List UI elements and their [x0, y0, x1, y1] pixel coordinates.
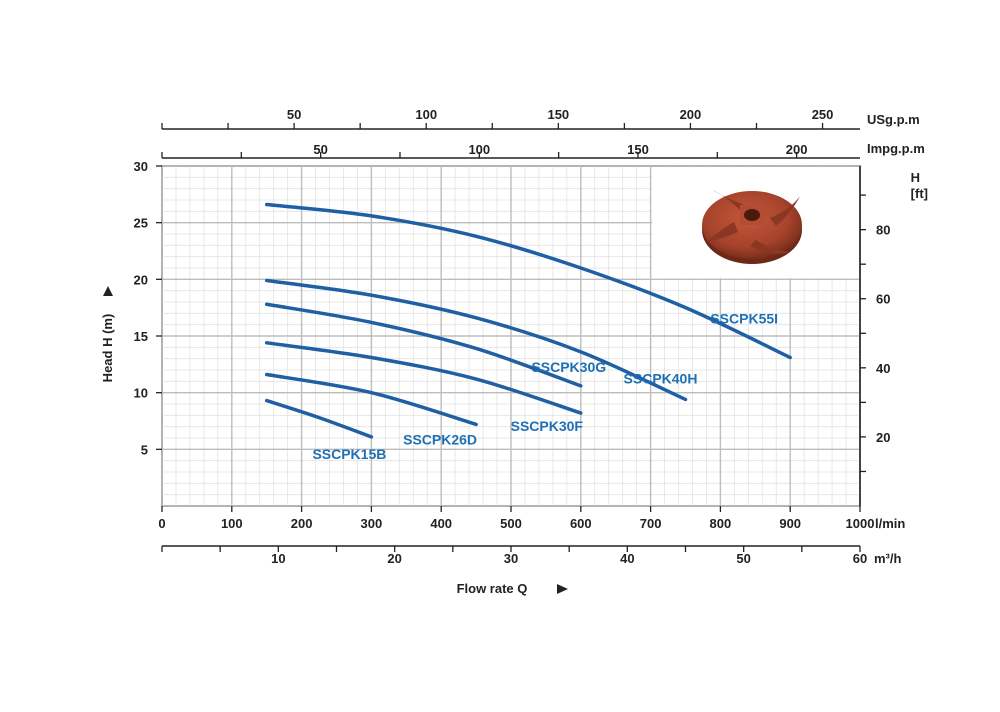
x-tick-label: 800 — [710, 516, 732, 531]
impg-tick-label: 150 — [627, 142, 649, 157]
m3h-tick-label: 20 — [387, 551, 401, 566]
x-tick-label: 900 — [779, 516, 801, 531]
m3h-tick-label: 50 — [736, 551, 750, 566]
x-tick-label: 600 — [570, 516, 592, 531]
ft-tick-label: 20 — [876, 430, 890, 445]
x-axis-title: Flow rate Q — [457, 581, 528, 596]
usg-tick-label: 100 — [415, 107, 437, 122]
m3h-tick-label: 10 — [271, 551, 285, 566]
m3h-tick-label: 60 — [853, 551, 867, 566]
y-tick-label: 20 — [134, 272, 148, 287]
impg-tick-label: 50 — [313, 142, 327, 157]
x-tick-label: 500 — [500, 516, 522, 531]
axes: 5 10 15 20 25 30 20 40 60 80 H[ft] 0 100 200 300 400 500… — [134, 107, 928, 566]
m3h-tick-label: 30 — [504, 551, 518, 566]
series-line-sscpk15b — [264, 398, 374, 439]
ft-unit-label: [ft] — [911, 186, 928, 201]
series-line-sscpk30f — [264, 341, 583, 415]
impg-unit-label: Impg.p.m — [867, 141, 925, 156]
series-line-sscpk26d — [264, 372, 478, 427]
y-tick-label: 25 — [134, 216, 148, 231]
y-axis-arrow-icon — [103, 286, 113, 296]
impg-tick-label: 200 — [786, 142, 808, 157]
x-unit-label: l/min — [875, 516, 905, 531]
series-line-sscpk30g — [264, 302, 583, 388]
x-tick-label: 200 — [291, 516, 313, 531]
x-tick-label: 100 — [221, 516, 243, 531]
ft-tick-label: 60 — [876, 292, 890, 307]
y-tick-label: 30 — [134, 159, 148, 174]
m3h-tick-label: 40 — [620, 551, 634, 566]
series-label-sscpk30f: SSCPK30F — [511, 418, 584, 434]
y-tick-label: 10 — [134, 386, 148, 401]
y-tick-label: 5 — [141, 442, 148, 457]
usg-tick-label: 200 — [680, 107, 702, 122]
series-line-sscpk40h — [264, 278, 688, 402]
y-axis-title: Head H (m) — [100, 314, 115, 383]
ft-tick-label: 80 — [876, 223, 890, 238]
x-tick-label: 400 — [430, 516, 452, 531]
x-tick-label: 0 — [158, 516, 165, 531]
ft-unit-label: H — [911, 170, 920, 185]
x-tick-label: 300 — [361, 516, 383, 531]
m3h-unit-label: m³/h — [874, 551, 902, 566]
series-label-sscpk30g: SSCPK30G — [531, 359, 606, 375]
series-layer: SSCPK55I SSCPK40H SSCPK30G SSCPK30F SSCPK26D… — [264, 202, 792, 462]
series-label-sscpk55i: SSCPK55I — [710, 311, 778, 327]
impg-tick-label: 100 — [468, 142, 490, 157]
series-label-sscpk26d: SSCPK26D — [403, 431, 477, 447]
series-label-sscpk40h: SSCPK40H — [624, 370, 698, 386]
usg-tick-label: 50 — [287, 107, 301, 122]
ft-tick-label: 40 — [876, 361, 890, 376]
usg-tick-label: 150 — [547, 107, 569, 122]
x-tick-label: 1000 — [846, 516, 875, 531]
y-tick-label: 15 — [134, 329, 148, 344]
x-tick-label: 700 — [640, 516, 662, 531]
usg-tick-label: 250 — [812, 107, 834, 122]
series-line-sscpk55i — [264, 202, 792, 360]
impeller-image — [652, 167, 859, 278]
usg-unit-label: USg.p.m — [867, 112, 920, 127]
series-label-sscpk15b: SSCPK15B — [312, 446, 386, 462]
x-axis-arrow-icon — [557, 584, 568, 594]
